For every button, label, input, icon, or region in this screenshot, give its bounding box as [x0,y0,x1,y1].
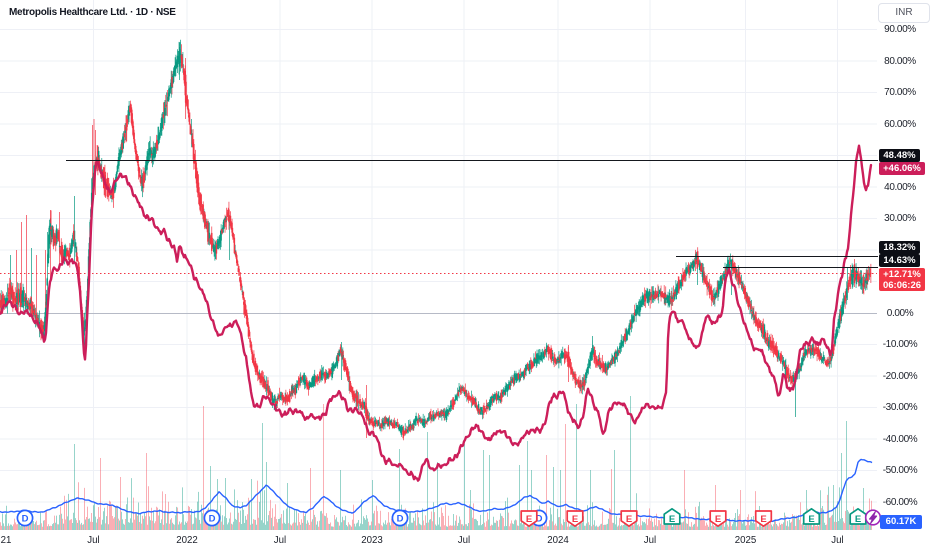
svg-text:E: E [715,514,721,525]
svg-text:D: D [209,513,216,524]
svg-text:D: D [397,513,404,524]
svg-text:E: E [669,514,675,525]
svg-text:D: D [22,513,29,524]
svg-text:E: E [760,514,766,525]
svg-text:E: E [526,514,532,525]
svg-text:D: D [536,513,543,524]
svg-text:E: E [626,514,632,525]
svg-text:E: E [572,514,578,525]
svg-text:E: E [855,514,861,525]
svg-text:E: E [808,514,814,525]
